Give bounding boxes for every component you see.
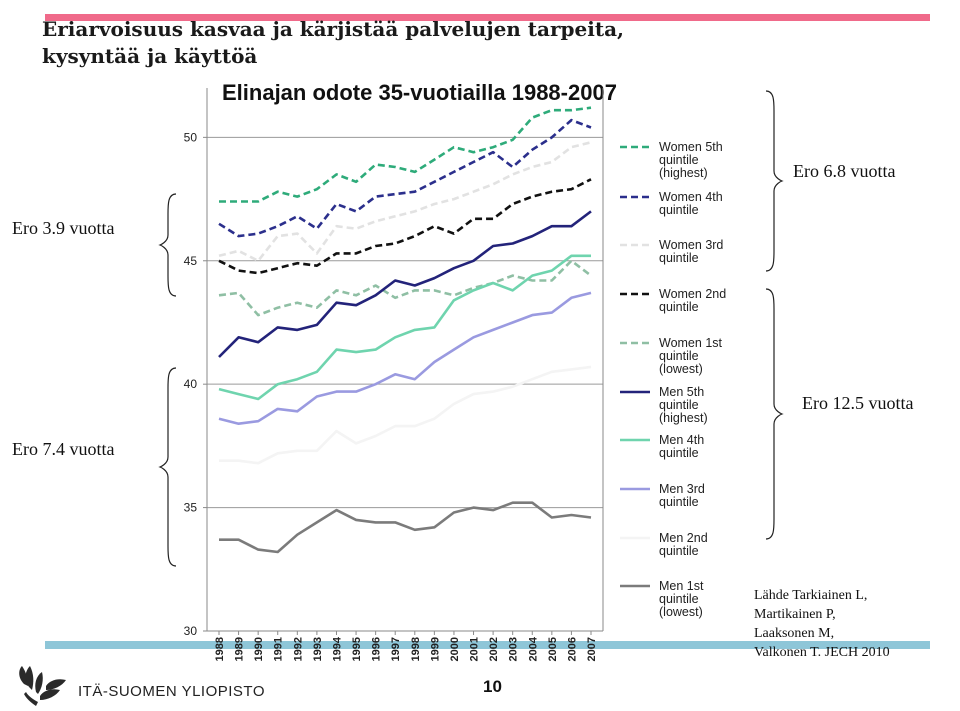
source-line: Martikainen P, (754, 607, 836, 622)
series-line (218, 210, 592, 358)
legend-label: Men 1st quintile (lowest) (659, 579, 704, 619)
annotation-men-bottom: Ero 7.4 vuotta (12, 439, 115, 459)
university-logo-icon (19, 666, 66, 706)
brace-women-right (765, 90, 784, 272)
source-line: Valkonen T. JECH 2010 (754, 645, 890, 660)
legend-label: Women 3rd quintile (659, 238, 723, 265)
legend-label: Men 5th quintile (highest) (659, 385, 708, 425)
series-line (218, 118, 592, 238)
grid-layer (207, 136, 603, 509)
series-line (218, 178, 592, 275)
annotation-women-bottom: Ero 3.9 vuotta (12, 218, 115, 238)
source-citation: Lähde Tarkiainen L, Martikainen P, Laaks… (754, 586, 890, 662)
legend-label: Women 5th quintile (highest) (659, 140, 723, 180)
series-line (218, 254, 591, 401)
page-number: 10 (483, 677, 502, 696)
source-line: Laaksonen M, (754, 626, 835, 641)
chart-title: Elinajan odote 35-vuotiailla 1988-2007 (222, 80, 617, 105)
legend-label: Men 4th quintile (659, 433, 704, 460)
series-layer (218, 106, 592, 554)
series-line (218, 291, 592, 426)
legend-label: Women 2nd quintile (659, 287, 726, 314)
legend-layer: Women 5th quintile (highest) Women 4th quint… (620, 140, 726, 619)
slide-title-line1: Eriarvoisuus kasvaa ja kärjistää palvelu… (42, 17, 624, 41)
university-name: ITÄ-SUOMEN YLIOPISTO (78, 683, 265, 700)
legend-label: Women 1st quintile (lowest) (659, 336, 723, 376)
brace-men-right (765, 288, 784, 540)
y-tick-label: 35 (184, 501, 198, 515)
legend-label: Men 3rd quintile (659, 482, 705, 509)
brace-layer (158, 90, 784, 567)
top-accent-bar (45, 14, 930, 21)
annotation-men-top: Ero 12.5 vuotta (802, 393, 914, 413)
series-line (219, 365, 592, 465)
brace-men-left (158, 367, 177, 567)
series-line (219, 106, 592, 203)
annotation-women-top: Ero 6.8 vuotta (793, 161, 896, 181)
legend-label: Women 4th quintile (659, 190, 723, 217)
slide-title: Eriarvoisuus kasvaa ja kärjistää palvelu… (42, 16, 742, 70)
series-line (219, 501, 592, 554)
source-line: Lähde Tarkiainen L, (754, 588, 868, 603)
slide-title-line2: kysyntää ja käyttöä (42, 44, 258, 68)
bottom-accent-bar (45, 641, 930, 649)
legend-label: Men 2nd quintile (659, 531, 708, 558)
series-line (218, 259, 592, 317)
y-tick-label: 30 (184, 624, 198, 638)
y-tick-label: 40 (184, 377, 198, 391)
y-tick-label: 45 (184, 254, 198, 268)
y-tick-label: 50 (184, 130, 198, 144)
series-line (218, 141, 592, 263)
brace-women-left (158, 193, 177, 297)
